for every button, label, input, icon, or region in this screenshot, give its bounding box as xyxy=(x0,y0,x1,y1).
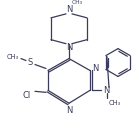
Text: CH₃: CH₃ xyxy=(109,100,121,106)
Text: N: N xyxy=(103,86,109,95)
Text: N: N xyxy=(66,43,72,52)
Text: CH₃: CH₃ xyxy=(72,0,83,5)
Text: N: N xyxy=(66,5,72,14)
Text: Cl: Cl xyxy=(23,91,31,100)
Text: S: S xyxy=(27,58,33,67)
Text: CH₃: CH₃ xyxy=(7,54,19,60)
Text: N: N xyxy=(92,64,98,73)
Text: N: N xyxy=(66,106,72,115)
